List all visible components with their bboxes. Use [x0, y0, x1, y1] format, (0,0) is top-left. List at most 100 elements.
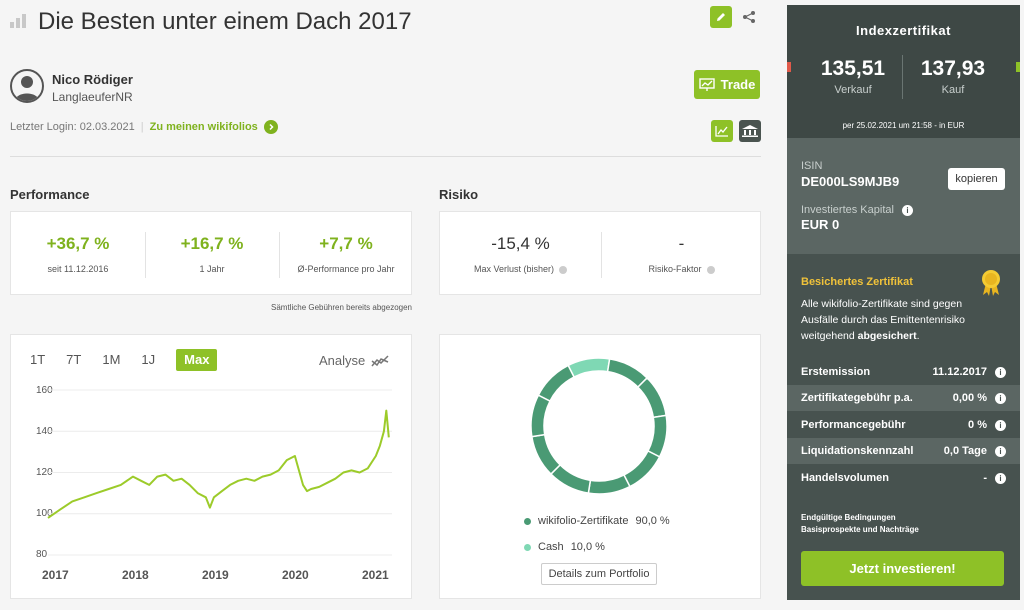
- analyse-button[interactable]: Analyse: [319, 353, 389, 368]
- portfolio-donut-chart[interactable]: [529, 356, 669, 496]
- sidebar-quote-panel: [787, 5, 1020, 138]
- legend-dot: [524, 517, 531, 525]
- performance-avg-value: +7,7 %: [319, 234, 373, 253]
- divider: [10, 156, 761, 157]
- line-chart-icon: [715, 126, 728, 137]
- donut-slice-cash[interactable]: [567, 357, 611, 379]
- trade-button[interactable]: Trade: [694, 70, 760, 99]
- x-tick: 2018: [122, 568, 149, 582]
- buy-marker: [1016, 62, 1020, 72]
- isin-value: DE000LS9MJB9: [801, 174, 900, 189]
- chart-view-button[interactable]: [711, 120, 733, 142]
- info-icon[interactable]: i: [995, 472, 1006, 484]
- row-label: Performancegebühr: [801, 419, 906, 431]
- x-tick: 2019: [202, 568, 229, 582]
- sell-label: Verkauf: [834, 84, 872, 96]
- max-loss-label-text: Max Verlust (bisher): [473, 264, 555, 274]
- donut-slice-wikifolio[interactable]: [537, 364, 576, 403]
- last-login-text: Letzter Login: 02.03.2021: [10, 121, 135, 133]
- chart-range-tabs: 1T 7T 1M 1J Max: [30, 349, 238, 371]
- secured-title: Besichertes Zertifikat: [801, 276, 913, 288]
- performance-1y-label: 1 Jahr: [199, 264, 225, 274]
- donut-slice-wikifolio[interactable]: [622, 449, 661, 488]
- y-tick: 140: [36, 426, 53, 437]
- price-series-line: [47, 409, 390, 519]
- legend-label: wikifolio-Zertifikate: [538, 515, 629, 527]
- row-label: Liquidationskennzahl: [801, 445, 914, 457]
- row-value: 0,0 Tage: [943, 445, 987, 457]
- sell-price: 135,51: [820, 57, 886, 80]
- max-loss: -15,4 % Max Verlust (bisher): [440, 234, 601, 274]
- page-title: Die Besten unter einem Dach 2017: [38, 8, 412, 35]
- capital-value: EUR 0: [801, 217, 840, 232]
- sidebar-heading: Indexzertifikat: [856, 23, 951, 38]
- performance-1y: +16,7 % 1 Jahr: [145, 234, 279, 274]
- performance-avg: +7,7 % Ø-Performance pro Jahr: [279, 234, 413, 274]
- donut-slice-wikifolio[interactable]: [530, 394, 552, 438]
- tab-max[interactable]: Max: [176, 349, 218, 371]
- isin-label: ISIN: [801, 160, 823, 172]
- divider: [601, 232, 602, 278]
- chevron-right-icon[interactable]: [263, 120, 278, 134]
- row-value: 11.12.2017: [932, 366, 987, 378]
- my-wikifolios-link[interactable]: Zu meinen wikifolios: [149, 121, 258, 133]
- exchange-button[interactable]: [739, 120, 761, 142]
- info-icon[interactable]: [559, 265, 568, 274]
- edit-button[interactable]: [710, 6, 732, 28]
- row-certificate-fee: Zertifikategebühr p.a. 0,00 % i: [787, 385, 1020, 411]
- fees-note: Sämtliche Gebühren bereits abgezogen: [271, 303, 412, 312]
- y-tick: 100: [36, 508, 53, 519]
- max-loss-value: -15,4 %: [491, 234, 550, 253]
- y-tick: 80: [36, 549, 48, 560]
- separator: |: [140, 121, 144, 133]
- x-tick: 2017: [42, 568, 69, 582]
- invest-button[interactable]: Jetzt investieren!: [801, 551, 1004, 586]
- y-tick: 120: [36, 467, 53, 478]
- info-icon[interactable]: i: [995, 392, 1006, 404]
- donut-slice-wikifolio[interactable]: [530, 433, 562, 476]
- user-name[interactable]: Nico Rödiger: [52, 72, 133, 87]
- info-icon[interactable]: i: [901, 204, 913, 216]
- prospectus-link[interactable]: Basisprospekte und Nachträge: [801, 525, 919, 534]
- copy-isin-button[interactable]: kopieren: [948, 168, 1005, 190]
- row-label: Handelsvolumen: [801, 472, 890, 484]
- capital-label-row: Investiertes Kapital i: [801, 204, 913, 216]
- secured-text-end: .: [916, 330, 920, 342]
- info-icon[interactable]: i: [995, 445, 1006, 457]
- legend-dot: [524, 543, 531, 551]
- risk-factor-value: -: [678, 234, 685, 253]
- performance-heading: Performance: [10, 187, 90, 202]
- row-performance-fee: Performancegebühr 0 % i: [787, 412, 1020, 438]
- divider: [145, 232, 146, 278]
- trade-icon: [698, 77, 715, 91]
- tab-1t[interactable]: 1T: [30, 352, 46, 367]
- legend-value: 10,0 %: [570, 541, 605, 553]
- share-button[interactable]: [738, 6, 760, 28]
- tab-1j[interactable]: 1J: [141, 352, 156, 367]
- info-icon[interactable]: i: [995, 366, 1006, 378]
- row-label: Zertifikategebühr p.a.: [801, 392, 913, 404]
- donut-slice-wikifolio[interactable]: [587, 473, 631, 495]
- share-icon: [743, 11, 755, 23]
- max-loss-label: Max Verlust (bisher): [440, 264, 601, 274]
- y-tick: 160: [36, 385, 53, 396]
- info-icon[interactable]: [706, 265, 715, 274]
- legend-value: 90,0 %: [635, 515, 670, 527]
- portfolio-details-button[interactable]: Details zum Portfolio: [541, 563, 657, 585]
- sidebar-isin-panel: [787, 138, 1020, 254]
- row-liquidation: Liquidationskennzahl 0,0 Tage i: [787, 438, 1020, 464]
- tab-7t[interactable]: 7T: [66, 352, 82, 367]
- legend-label: Cash: [538, 541, 564, 553]
- final-terms-link[interactable]: Endgültige Bedingungen: [801, 513, 896, 522]
- user-handle: LanglaeuferNR: [52, 90, 133, 104]
- info-icon[interactable]: i: [995, 419, 1006, 431]
- donut-slice-wikifolio[interactable]: [636, 376, 668, 419]
- trade-label: Trade: [720, 77, 756, 92]
- risk-factor: - Risiko-Faktor: [601, 234, 762, 274]
- x-tick: 2020: [282, 568, 309, 582]
- donut-slice-wikifolio[interactable]: [646, 414, 668, 458]
- risk-heading: Risiko: [439, 187, 479, 202]
- avatar[interactable]: [10, 69, 44, 103]
- tab-1m[interactable]: 1M: [102, 352, 121, 367]
